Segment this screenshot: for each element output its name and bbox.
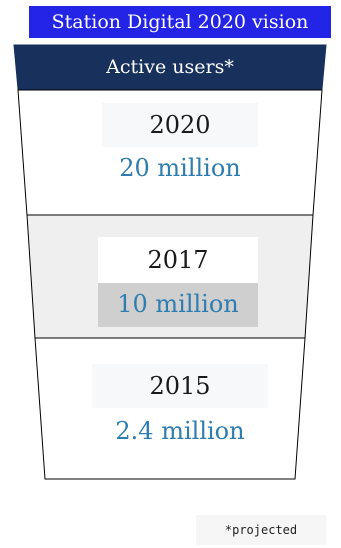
tier-year-2017: 2017 — [98, 237, 258, 283]
tier-year-2020: 2020 — [102, 103, 258, 147]
tier-value-2015: 2.4 million — [115, 417, 245, 445]
funnel-header-label: Active users* — [106, 56, 234, 78]
tier-value-2017: 10 million — [98, 283, 258, 327]
tier-year-2015: 2015 — [92, 364, 268, 408]
funnel-header-band — [13, 44, 327, 90]
footnote: *projected — [196, 515, 326, 545]
tier-value-2020: 20 million — [119, 154, 241, 182]
diagram-title-banner: Station Digital 2020 vision — [29, 6, 331, 38]
